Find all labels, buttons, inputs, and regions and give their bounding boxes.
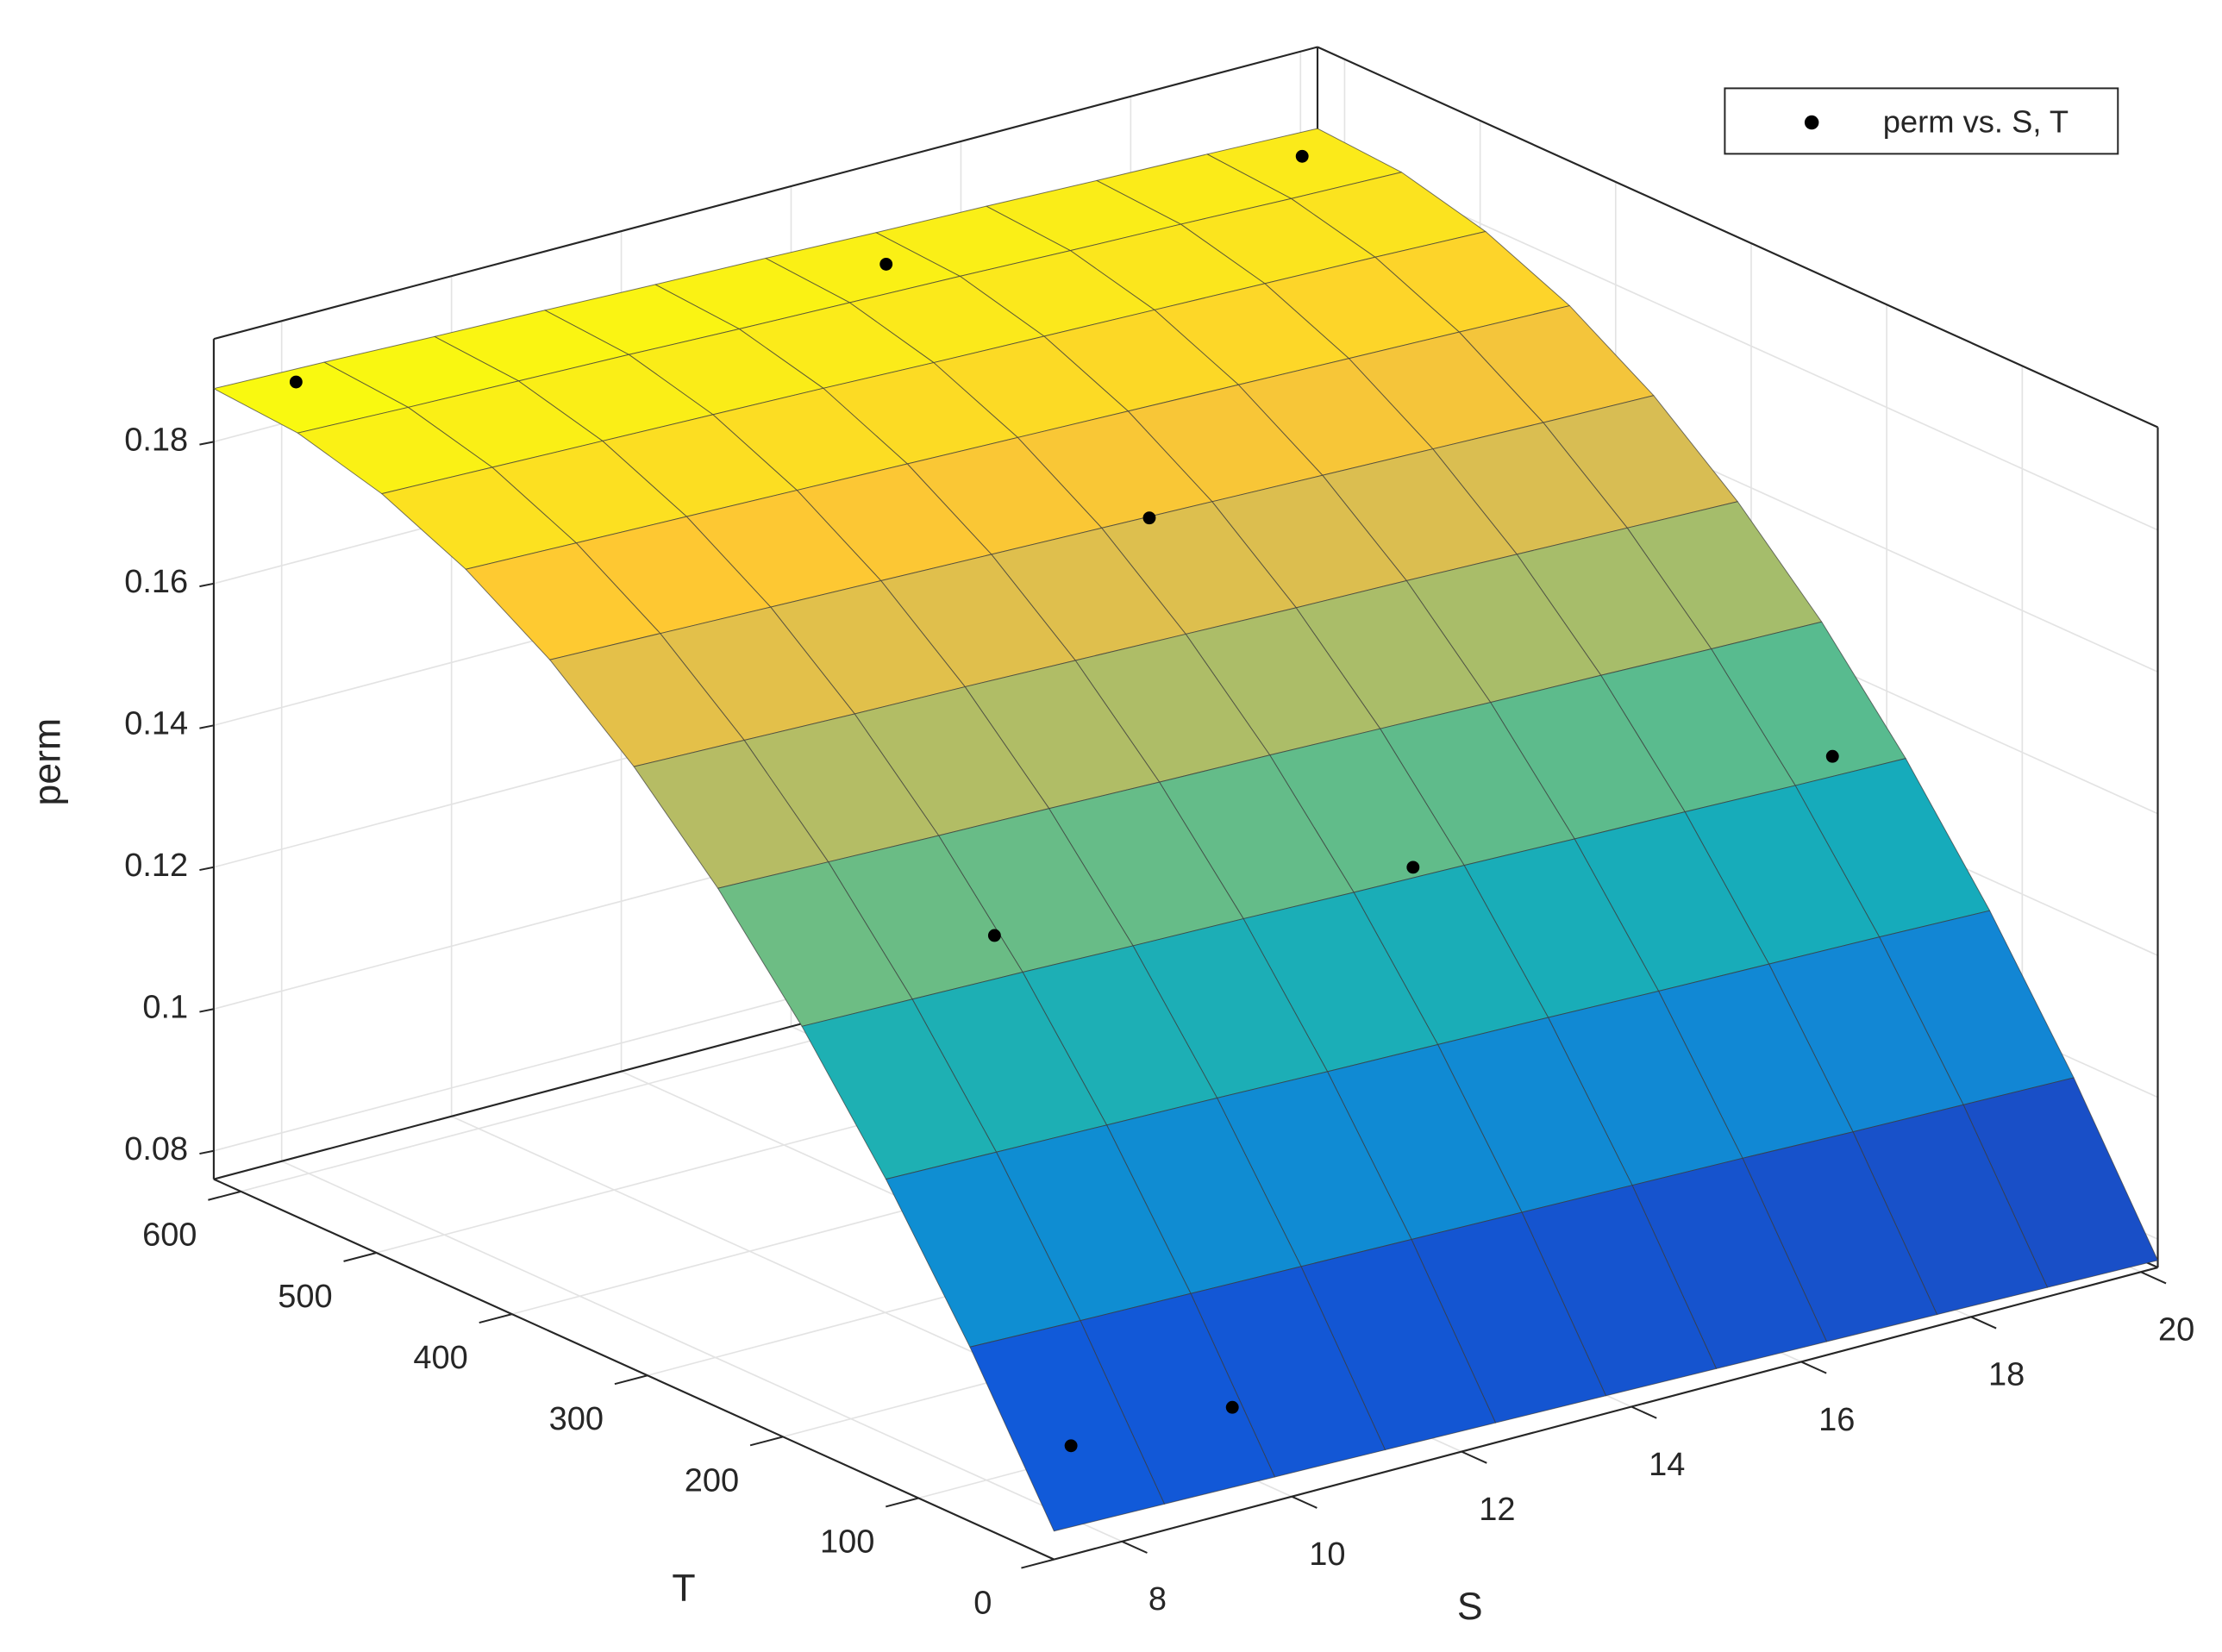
x-tick-label: 20 [2158,1312,2194,1349]
y-tick [749,1436,784,1447]
y-tick [343,1252,377,1262]
grid-line [281,1161,1123,1542]
surface [213,128,2159,1532]
y-tick [1021,1558,1055,1569]
z-tick-label: 0.1 [142,989,188,1025]
legend-box [1724,87,2119,155]
x-tick [1970,1316,1997,1330]
data-point [1064,1439,1078,1453]
data-point [289,375,303,389]
y-tick [208,1190,241,1201]
x-tick [1291,1495,1318,1509]
data-point [1406,860,1420,874]
data-point [879,257,893,271]
y-tick-label: 100 [820,1524,874,1560]
legend-marker [1804,115,1819,130]
z-tick-label: 0.14 [124,705,188,742]
y-tick-label: 200 [685,1462,739,1499]
y-axis-label: T [672,1568,695,1610]
y-tick [886,1497,919,1508]
z-tick [199,1149,215,1155]
x-tick-label: 10 [1309,1536,1345,1573]
z-tick [199,582,215,588]
surface-patch [969,1320,1165,1532]
y-tick-label: 400 [413,1340,467,1376]
x-tick-label: 14 [1649,1447,1685,1483]
y-tick [614,1374,648,1386]
x-tick [1631,1405,1657,1419]
data-point [1825,749,1839,763]
x-tick [1800,1361,1827,1374]
legend-label: perm vs. S, T [1883,103,2069,139]
z-tick [199,866,215,872]
legend: perm vs. S, T [1724,87,2119,155]
z-tick [199,441,215,446]
x-tick-label: 18 [1988,1357,2025,1393]
data-point [1142,511,1156,525]
axis-edge [213,46,1318,341]
z-tick-label: 0.08 [124,1131,188,1167]
z-tick-label: 0.18 [124,422,188,458]
x-axis-label: S [1457,1586,1483,1628]
x-tick-label: 8 [1149,1581,1167,1618]
y-tick-label: 600 [142,1217,197,1254]
x-tick [2140,1271,2167,1285]
z-tick-label: 0.16 [124,564,188,600]
labels: perm T S 0.08 0.1 0.12 0.14 0.16 0.18 8 10 12 14 1… [27,422,2194,1628]
axis-edge [1054,1266,2158,1561]
points [289,149,1839,1453]
y-tick-label: 0 [973,1586,992,1622]
x-tick [1121,1540,1148,1554]
data-point [1295,149,1309,163]
z-axis-label: perm [27,718,69,806]
y-tick-label: 500 [278,1279,332,1315]
z-tick-label: 0.12 [124,848,188,884]
axis-edge [1317,46,2158,429]
data-point [1225,1400,1239,1414]
z-tick [199,724,215,729]
y-tick-label: 300 [549,1401,604,1437]
z-tick [199,1008,215,1013]
x-tick-label: 16 [1818,1402,1855,1438]
data-point [987,929,1001,942]
x-tick [1461,1450,1487,1464]
y-tick [479,1313,512,1323]
x-tick-label: 12 [1479,1492,1515,1528]
axis-edge [213,1178,1055,1561]
